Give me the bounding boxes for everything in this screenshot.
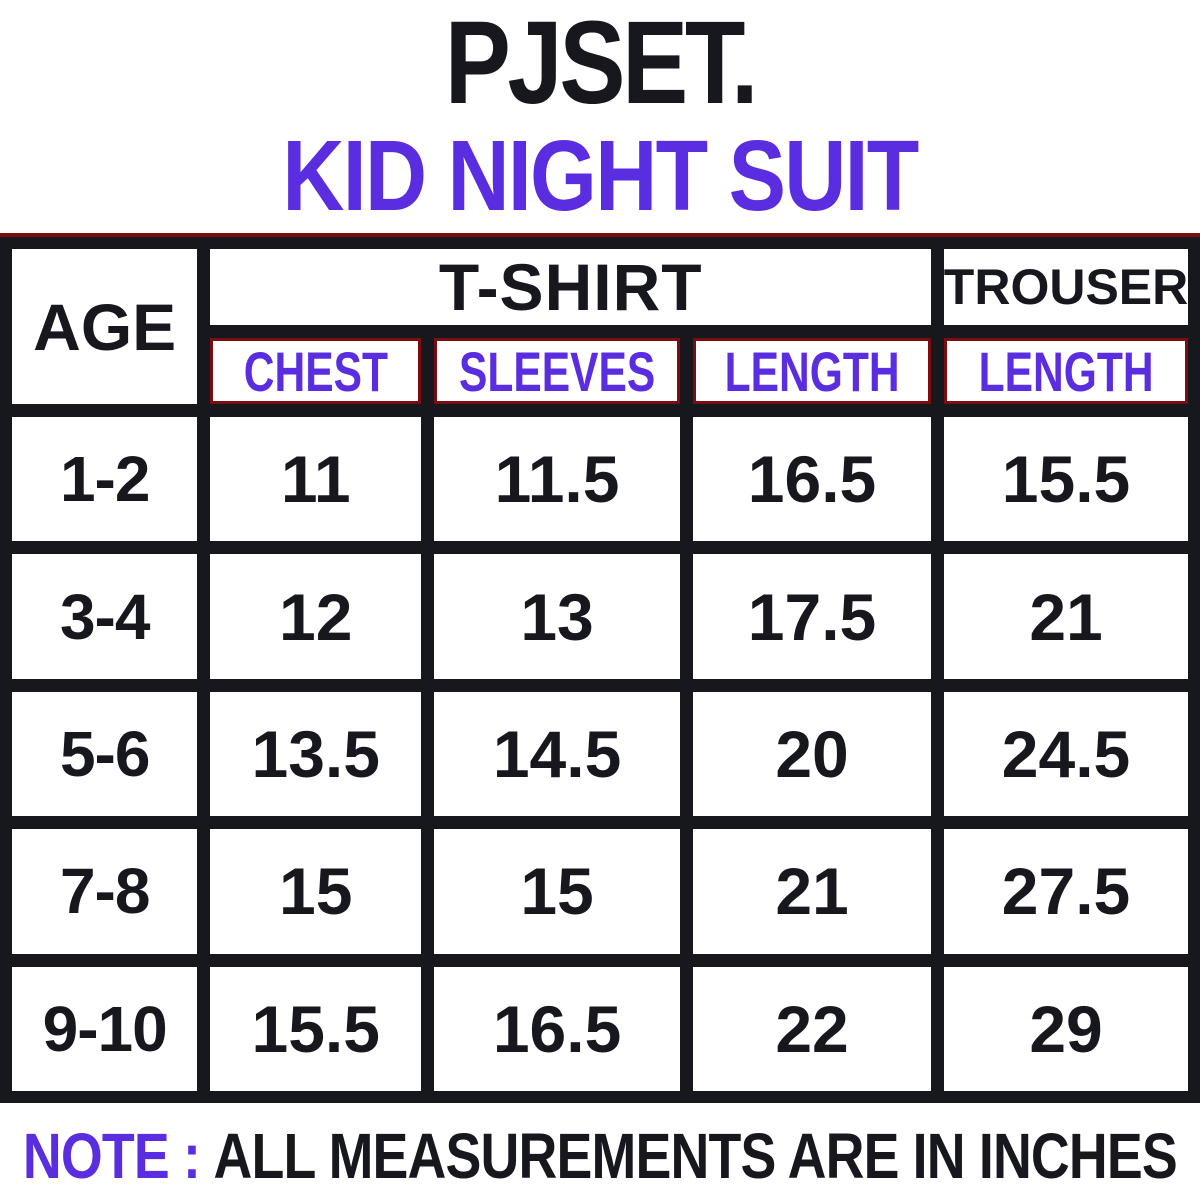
column-group-header-trouser: TROUSER xyxy=(944,249,1188,325)
age-cell: 1-2 xyxy=(12,417,198,542)
page-title: KID NIGHT SUIT xyxy=(282,120,919,232)
age-cell: 9-10 xyxy=(12,966,198,1091)
tshirt-length-value-cell: 22 xyxy=(693,966,932,1091)
measurements-note: NOTE : ALL MEASUREMENTS ARE IN INCHES xyxy=(0,1119,1200,1193)
column-header-chest: CHEST xyxy=(210,338,422,404)
column-header-sleeves: SLEEVES xyxy=(434,338,680,404)
chest-value-cell: 15.5 xyxy=(210,966,422,1091)
age-cell: 3-4 xyxy=(12,554,198,679)
tshirt-length-value-cell: 21 xyxy=(693,829,932,954)
column-group-header-tshirt: T-SHIRT xyxy=(210,249,932,325)
tshirt-length-value-cell: 20 xyxy=(693,691,932,817)
tshirt-length-value-cell: 16.5 xyxy=(693,417,932,542)
trouser-length-value-cell: 27.5 xyxy=(944,829,1188,954)
trouser-length-value-cell: 15.5 xyxy=(944,417,1188,542)
column-header-trouser-length-label: LENGTH xyxy=(978,339,1154,403)
sleeves-value-cell: 16.5 xyxy=(434,966,680,1091)
trouser-length-value-cell: 29 xyxy=(944,966,1188,1091)
sleeves-value-cell: 14.5 xyxy=(434,691,680,817)
chest-value-cell: 12 xyxy=(210,554,422,679)
size-chart-table: AGE T-SHIRT TROUSER CHEST SLEEVES LENGTH… xyxy=(0,233,1200,1103)
page-header: PJSET. KID NIGHT SUIT xyxy=(0,0,1200,226)
trouser-length-value-cell: 24.5 xyxy=(944,691,1188,817)
column-header-sleeves-label: SLEEVES xyxy=(458,339,656,403)
brand-title: PJSET. xyxy=(444,0,759,129)
sleeves-value-cell: 11.5 xyxy=(434,417,680,542)
age-cell: 5-6 xyxy=(12,691,198,817)
chest-value-cell: 13.5 xyxy=(210,691,422,817)
chest-value-cell: 15 xyxy=(210,829,422,954)
column-header-tshirt-length-label: LENGTH xyxy=(724,339,900,403)
note-text: ALL MEASUREMENTS ARE IN INCHES xyxy=(213,1120,1178,1192)
sleeves-value-cell: 15 xyxy=(434,829,680,954)
chest-value-cell: 11 xyxy=(210,417,422,542)
tshirt-length-value-cell: 17.5 xyxy=(693,554,932,679)
column-header-tshirt-length: LENGTH xyxy=(693,338,932,404)
column-header-chest-label: CHEST xyxy=(243,339,388,403)
column-header-age: AGE xyxy=(12,249,198,404)
column-header-trouser-length: LENGTH xyxy=(944,338,1188,404)
age-cell: 7-8 xyxy=(12,829,198,954)
sleeves-value-cell: 13 xyxy=(434,554,680,679)
measurements-note-line: NOTE : ALL MEASUREMENTS ARE IN INCHES xyxy=(22,1119,1178,1193)
trouser-length-value-cell: 21 xyxy=(944,554,1188,679)
note-label: NOTE : xyxy=(22,1120,201,1192)
